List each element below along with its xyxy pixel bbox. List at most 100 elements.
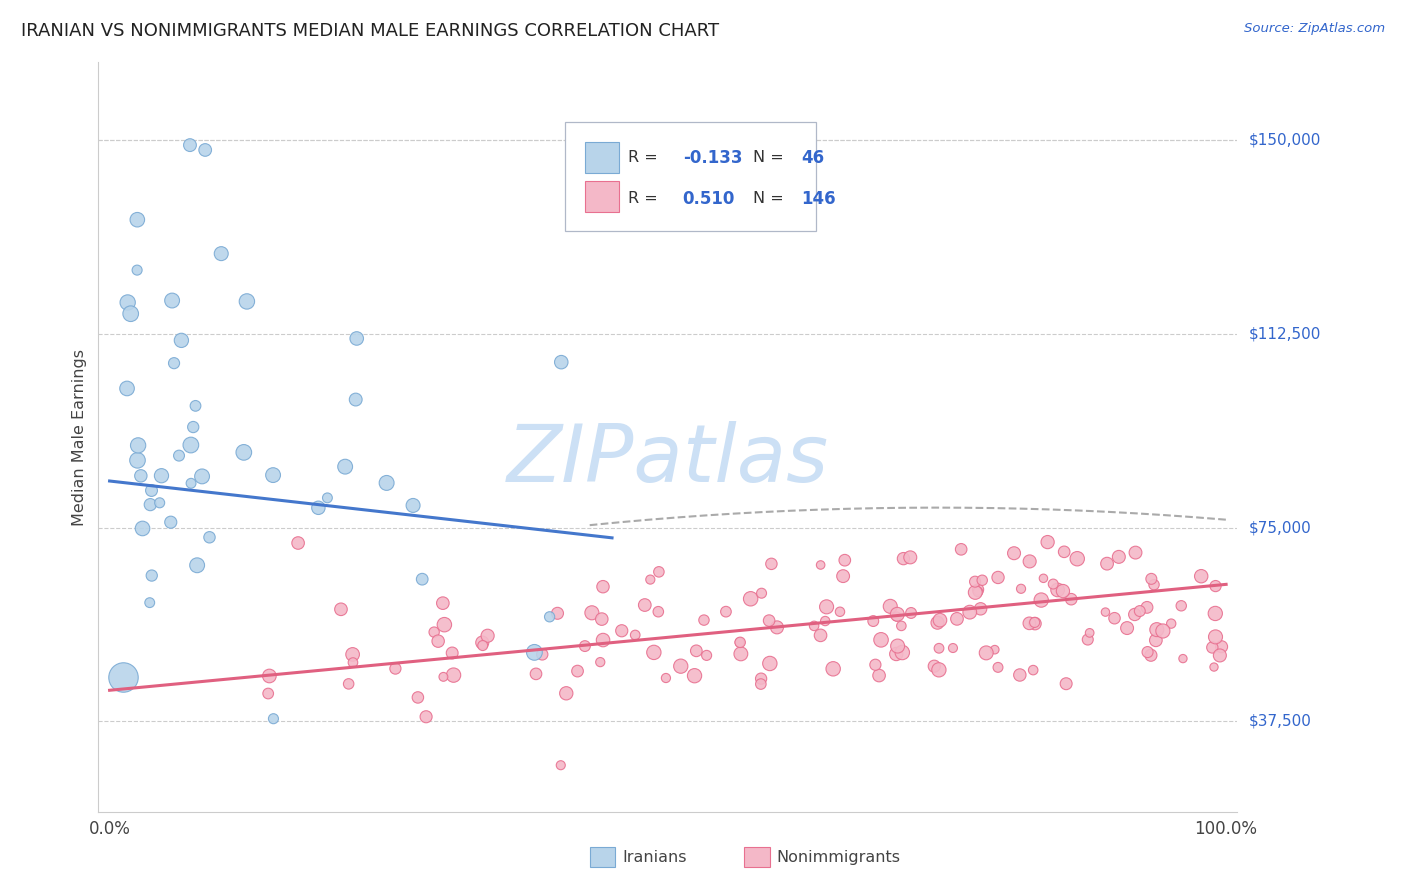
Point — [111, 670, 134, 684]
Point — [828, 605, 851, 619]
Point — [160, 293, 183, 308]
Point — [117, 295, 139, 310]
Point — [1209, 648, 1232, 663]
Point — [555, 686, 578, 700]
Point — [749, 677, 772, 691]
Point — [1136, 645, 1159, 659]
Point — [610, 624, 633, 638]
Point — [1018, 616, 1040, 631]
Point — [886, 609, 908, 624]
Point — [443, 668, 465, 682]
Point — [138, 596, 160, 610]
Point — [1032, 571, 1054, 585]
Point — [127, 438, 149, 452]
Point — [415, 710, 437, 724]
Point — [959, 605, 981, 619]
Point — [550, 758, 572, 772]
Point — [1018, 554, 1040, 568]
Point — [758, 614, 780, 628]
Text: 146: 146 — [801, 190, 835, 208]
Point — [814, 614, 837, 628]
Point — [1143, 578, 1166, 592]
Point — [1152, 624, 1174, 638]
Point — [634, 598, 657, 612]
Point — [127, 263, 149, 277]
Point — [384, 662, 406, 676]
Point — [868, 668, 890, 682]
Point — [1204, 607, 1226, 621]
Text: Nonimmigrants: Nonimmigrants — [776, 850, 901, 864]
Point — [803, 619, 825, 633]
Point — [987, 570, 1010, 584]
Point — [1205, 630, 1227, 644]
Point — [965, 585, 987, 599]
Point — [1077, 632, 1099, 647]
Point — [967, 582, 990, 597]
Point — [550, 355, 572, 369]
Point — [685, 644, 707, 658]
Point — [257, 686, 280, 700]
Point — [232, 445, 254, 459]
Point — [766, 620, 789, 634]
FancyBboxPatch shape — [585, 181, 619, 212]
Point — [346, 331, 368, 345]
Point — [886, 639, 908, 653]
Point — [287, 536, 309, 550]
Point — [581, 606, 603, 620]
Point — [969, 602, 991, 616]
Point — [139, 498, 162, 512]
Point — [834, 553, 856, 567]
Point — [946, 612, 969, 626]
Point — [402, 499, 425, 513]
Point — [344, 392, 367, 407]
Point — [810, 628, 832, 642]
Point — [749, 672, 772, 686]
Point — [1116, 621, 1139, 635]
Point — [1201, 640, 1223, 655]
Point — [574, 639, 596, 653]
Point — [471, 639, 494, 653]
Point — [180, 476, 202, 491]
Point — [342, 648, 364, 662]
Text: $37,500: $37,500 — [1249, 714, 1312, 729]
Point — [141, 483, 163, 498]
Point — [1108, 549, 1130, 564]
Point — [1170, 599, 1192, 613]
Point — [1136, 600, 1159, 615]
Point — [523, 645, 546, 659]
Point — [1140, 648, 1163, 663]
Point — [589, 655, 612, 669]
Point — [655, 671, 678, 685]
Point — [406, 690, 429, 705]
Point — [974, 646, 997, 660]
Point — [524, 666, 547, 681]
Point — [1171, 651, 1194, 665]
Text: -0.133: -0.133 — [683, 149, 742, 167]
Point — [591, 612, 613, 626]
Point — [1024, 615, 1046, 630]
Point — [141, 568, 163, 582]
Point — [893, 551, 915, 566]
Point — [180, 438, 202, 452]
Text: ZIPatlas: ZIPatlas — [506, 420, 830, 499]
Point — [592, 633, 614, 648]
Point — [1024, 616, 1046, 631]
Text: 46: 46 — [801, 149, 824, 167]
Point — [1053, 545, 1076, 559]
Point — [823, 662, 845, 676]
Point — [1123, 607, 1146, 622]
Point — [1008, 668, 1031, 682]
Point — [184, 399, 207, 413]
Point — [471, 635, 494, 649]
Point — [815, 599, 838, 614]
Point — [891, 645, 914, 659]
Point — [1022, 663, 1045, 677]
Point — [886, 607, 908, 622]
Point — [1160, 616, 1182, 631]
Point — [477, 629, 499, 643]
Point — [950, 542, 973, 557]
Point — [1129, 604, 1152, 618]
Point — [1205, 579, 1227, 593]
Point — [333, 459, 356, 474]
Point — [1211, 640, 1233, 654]
